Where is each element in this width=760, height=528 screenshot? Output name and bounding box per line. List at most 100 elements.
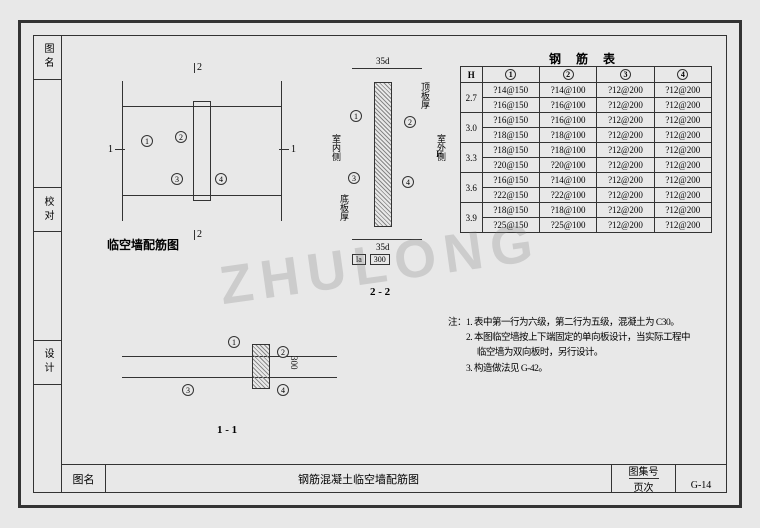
- cell: ?12@200: [654, 143, 711, 158]
- callout-1: 1: [141, 135, 153, 147]
- table-row: ?22@150?22@100?12@200?12@200: [461, 188, 712, 203]
- cell: ?12@200: [654, 218, 711, 233]
- callout-4: 4: [215, 173, 227, 185]
- cell: ?12@200: [654, 173, 711, 188]
- cell: ?12@200: [654, 188, 711, 203]
- note-2b: 临空墙为双向板时，另行设计。: [448, 346, 708, 361]
- s22-callout-1: 1: [350, 110, 362, 122]
- cell: ?20@100: [539, 158, 596, 173]
- tb-drawing-title: 钢筋混凝土临空墙配筋图: [106, 465, 612, 492]
- cell: ?12@200: [597, 203, 654, 218]
- outer-border: 图名 校对 设计 1 2 3 4 2 2 1: [18, 20, 742, 508]
- cell: ?12@200: [654, 128, 711, 143]
- s11-callout-4: 4: [277, 384, 289, 396]
- inner-border: 图名 校对 设计 1 2 3 4 2 2 1: [33, 35, 727, 493]
- sec11-label: 1 - 1: [217, 424, 237, 436]
- tb-page-value: G-14: [691, 479, 712, 492]
- tb-set-label: 图集号: [629, 463, 659, 479]
- cell-H: 3.3: [461, 143, 483, 173]
- table-row: ?20@150?20@100?12@200?12@200: [461, 158, 712, 173]
- table-row: ?16@150?16@100?12@200?12@200: [461, 98, 712, 113]
- cell: ?12@200: [597, 98, 654, 113]
- th-1: 1: [482, 67, 539, 83]
- cell: ?18@150: [482, 143, 539, 158]
- th-H: H: [461, 67, 483, 83]
- dim-line-bot: [352, 239, 422, 240]
- label-interior: 室内侧: [330, 134, 343, 161]
- table-row: ?25@150?25@100?12@200?12@200: [461, 218, 712, 233]
- sec-mark-top: 2: [194, 62, 202, 73]
- cell: ?12@200: [654, 203, 711, 218]
- s11-callout-1: 1: [228, 336, 240, 348]
- sec-mark-bottom: 2: [194, 229, 202, 240]
- sec-mark-left: 1: [108, 144, 125, 155]
- label-top-slab: 顶板厚: [419, 82, 432, 109]
- dim-la: la: [352, 254, 366, 265]
- callout-3: 3: [171, 173, 183, 185]
- table-row: ?18@150?18@100?12@200?12@200: [461, 128, 712, 143]
- th-4: 4: [654, 67, 711, 83]
- cell: ?12@200: [654, 113, 711, 128]
- notes-block: 注：1. 表中第一行为六级，第二行为五级，混凝土为 C30。 2. 本图临空墙按…: [448, 316, 708, 377]
- table-row: 3.9?18@150?18@100?12@200?12@200: [461, 203, 712, 218]
- cell: ?18@150: [482, 128, 539, 143]
- cell: ?18@150: [482, 203, 539, 218]
- lp-blank-1: [34, 80, 61, 188]
- note-3: 3. 构造做法见 G-42。: [448, 362, 708, 377]
- cell: ?12@200: [654, 158, 711, 173]
- cell: ?22@150: [482, 188, 539, 203]
- plan-view: 1 2 3 4 2 2 1 1: [122, 66, 282, 236]
- beam-hatch: [253, 345, 269, 388]
- dim-H: H: [436, 149, 443, 159]
- cell: ?14@100: [539, 173, 596, 188]
- s22-callout-3: 3: [348, 172, 360, 184]
- cell: ?22@100: [539, 188, 596, 203]
- beam-section: [252, 344, 270, 389]
- lp-label-2: 校对: [34, 188, 61, 232]
- lp-label-3: 设计: [34, 341, 61, 385]
- callout-2: 2: [175, 131, 187, 143]
- cell-H: 3.6: [461, 173, 483, 203]
- table-row: 3.3?18@150?18@100?12@200?12@200: [461, 143, 712, 158]
- table-row: 3.6?16@150?14@100?12@200?12@200: [461, 173, 712, 188]
- note-1: 注：1. 表中第一行为六级，第二行为五级，混凝土为 C30。: [448, 316, 708, 331]
- s22-dim-bottom: la 300: [352, 254, 390, 265]
- cell-H: 2.7: [461, 83, 483, 113]
- wall-hatch: [375, 83, 391, 226]
- cell: ?12@200: [654, 83, 711, 98]
- rebar-table: H 1 2 3 4 2.7?14@150?14@100?12@200?12@20…: [460, 66, 712, 233]
- drawing-content: 1 2 3 4 2 2 1 1 临空墙配筋图 35d 35d 室内侧 室外侧: [62, 36, 726, 464]
- s22-callout-2: 2: [404, 116, 416, 128]
- cell: ?16@150: [482, 113, 539, 128]
- cell-H: 3.9: [461, 203, 483, 233]
- lp-blank-3: [34, 385, 61, 492]
- tb-right-values: G-14: [676, 465, 726, 492]
- cell: ?16@100: [539, 98, 596, 113]
- cell: ?16@100: [539, 113, 596, 128]
- cell: ?12@200: [654, 98, 711, 113]
- s11-dim-300: 300: [289, 356, 299, 370]
- cell: ?12@200: [597, 218, 654, 233]
- tb-name-label: 图名: [62, 465, 106, 492]
- s11-callout-3: 3: [182, 384, 194, 396]
- dim-35d-bot: 35d: [376, 242, 390, 252]
- table-row: 3.0?16@150?16@100?12@200?12@200: [461, 113, 712, 128]
- cell: ?18@100: [539, 143, 596, 158]
- tb-page-label: 页次: [634, 479, 654, 494]
- sec22-label: 2 - 2: [370, 286, 390, 298]
- cell: ?12@200: [597, 143, 654, 158]
- cell: ?16@150: [482, 98, 539, 113]
- section-2-2: 35d 35d 室内侧 室外侧 顶板厚 底板厚 H 1 2 3 4 la 300: [332, 54, 442, 274]
- dim-300: 300: [370, 254, 390, 265]
- note-2: 2. 本图临空墙按上下端固定的单向板设计，当实际工程中: [448, 331, 708, 346]
- cell: ?18@100: [539, 203, 596, 218]
- plan-label: 临空墙配筋图: [107, 236, 179, 253]
- cell: ?12@200: [597, 128, 654, 143]
- dim-35d-top: 35d: [376, 56, 390, 66]
- th-2: 2: [539, 67, 596, 83]
- th-3: 3: [597, 67, 654, 83]
- rebar-table-title: 钢 筋 表: [549, 50, 621, 67]
- s11-callout-2: 2: [277, 346, 289, 358]
- cell: ?20@150: [482, 158, 539, 173]
- s22-callout-4: 4: [402, 176, 414, 188]
